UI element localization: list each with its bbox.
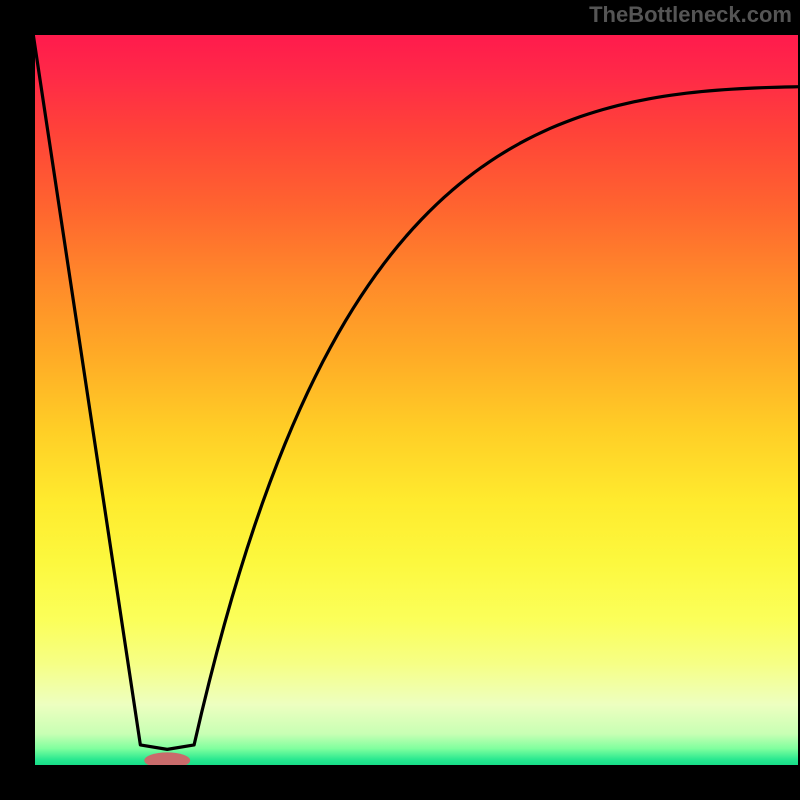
watermark-text: TheBottleneck.com bbox=[589, 2, 792, 28]
chart-container: { "watermark": { "text": "TheBottleneck.… bbox=[0, 0, 800, 800]
bottleneck-chart bbox=[0, 0, 800, 800]
plot-background-gradient bbox=[33, 33, 800, 767]
